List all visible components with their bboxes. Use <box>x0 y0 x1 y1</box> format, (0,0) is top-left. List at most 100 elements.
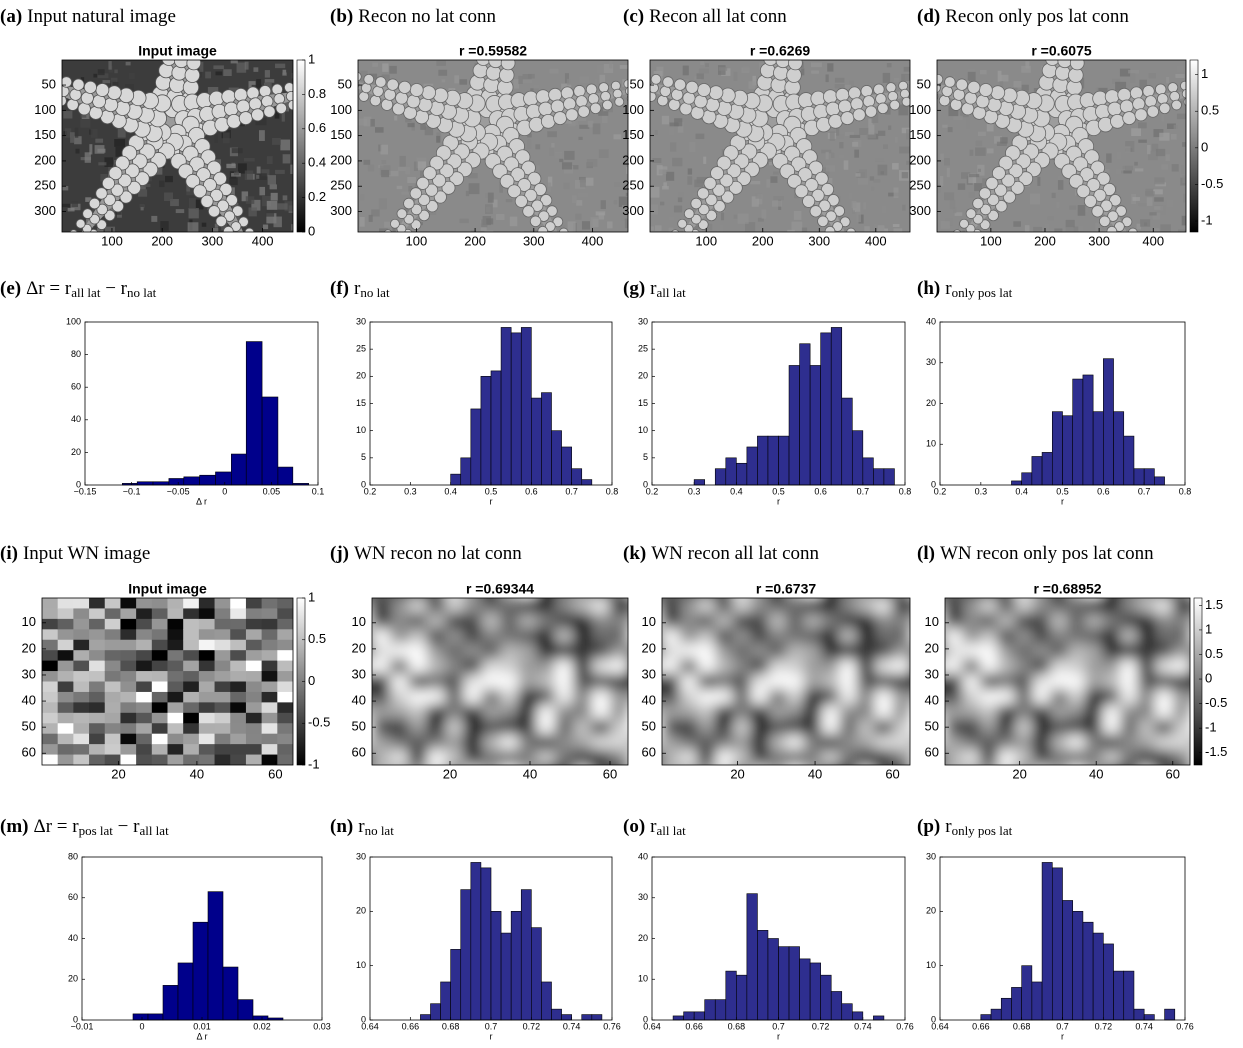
y-tick-label: 40 <box>68 933 78 943</box>
x-tick-label: −0.1 <box>123 486 141 496</box>
panel-label: (m) <box>0 816 28 837</box>
bar <box>1103 944 1113 1020</box>
bar <box>1103 359 1113 485</box>
bar <box>491 371 501 485</box>
x-axis-label: r <box>777 496 780 506</box>
y-tick-label: 100 <box>66 316 81 326</box>
bar <box>511 911 521 1020</box>
panel-label: (h) <box>917 278 940 299</box>
bar <box>715 1000 726 1020</box>
x-tick-label: 0.01 <box>193 1021 211 1031</box>
x-tick-label: 0.3 <box>688 486 701 496</box>
x-tick-label: 200 <box>1034 233 1056 248</box>
bar <box>873 1016 884 1020</box>
heading-part: − r <box>113 816 140 837</box>
x-tick-label: 60 <box>1166 766 1180 781</box>
x-tick-label: 300 <box>1088 233 1110 248</box>
heading-part: − r <box>100 278 127 299</box>
bar <box>582 1015 592 1020</box>
panel-heading: (k)WN recon all lat conn <box>623 543 819 564</box>
x-tick-label: 0.66 <box>972 1021 990 1031</box>
bar <box>810 963 821 1020</box>
panel-heading: (o)rall lat <box>623 816 686 838</box>
colorbar-tick-label: 1.5 <box>1205 597 1223 612</box>
bar <box>757 436 768 485</box>
bar <box>831 327 842 485</box>
bar <box>694 480 705 485</box>
y-tick-label: 60 <box>352 745 366 760</box>
bar <box>1083 375 1093 485</box>
y-tick-label: 10 <box>22 614 36 629</box>
bar <box>471 409 481 485</box>
x-tick-label: 0.3 <box>404 486 417 496</box>
y-tick-label: 15 <box>356 398 366 408</box>
bar <box>246 342 262 485</box>
y-tick-label: 60 <box>68 892 78 902</box>
y-tick-label: 300 <box>622 203 644 218</box>
panel-label: (e) <box>0 278 21 299</box>
panel-label: (p) <box>917 816 940 837</box>
y-tick-label: 250 <box>34 178 56 193</box>
y-tick-label: 100 <box>909 102 931 117</box>
y-tick-label: 50 <box>917 76 931 91</box>
x-axis-label: r <box>490 496 493 506</box>
heading-part: pos lat <box>79 823 114 838</box>
colorbar-tick-label: 0.5 <box>1205 646 1223 661</box>
x-tick-label: 0.8 <box>606 486 619 496</box>
y-tick-label: 250 <box>330 178 352 193</box>
bar <box>223 967 238 1020</box>
y-tick-label: 40 <box>926 316 936 326</box>
y-tick-label: 20 <box>638 933 648 943</box>
bar <box>461 890 471 1020</box>
panel-heading: (p)ronly pos lat <box>917 816 1013 838</box>
y-tick-label: 200 <box>34 152 56 167</box>
heading-part: only pos lat <box>952 823 1013 838</box>
y-tick-label: 20 <box>356 906 366 916</box>
bar <box>779 947 790 1020</box>
x-tick-label: 0.4 <box>1015 486 1028 496</box>
bar <box>491 911 501 1020</box>
y-tick-label: 150 <box>34 127 56 142</box>
x-axis-label: r <box>490 1031 493 1041</box>
bar <box>736 975 747 1020</box>
bar <box>1144 469 1154 485</box>
x-tick-label: 0.5 <box>772 486 785 496</box>
y-tick-label: 30 <box>22 666 36 681</box>
bar <box>1052 868 1062 1020</box>
panel-heading: (e)Δr = rall lat − rno lat <box>0 278 157 300</box>
bar <box>852 1012 863 1020</box>
bar <box>821 975 832 1020</box>
plot-title: Input image <box>128 581 207 597</box>
bar <box>541 393 551 485</box>
bar <box>541 982 551 1020</box>
panel-heading: (a)Input natural image <box>0 6 176 27</box>
x-tick-label: 0.76 <box>896 1021 914 1031</box>
bar <box>673 1016 684 1020</box>
panel-heading: (i)Input WN image <box>0 543 150 564</box>
y-tick-label: 0 <box>361 479 366 489</box>
bar <box>1001 998 1011 1020</box>
bar <box>1022 966 1032 1020</box>
bar <box>1032 456 1042 485</box>
colorbar-tick-label: 0.8 <box>308 86 326 101</box>
x-tick-label: 0.74 <box>563 1021 581 1031</box>
bar <box>1042 862 1052 1020</box>
bar <box>1011 987 1021 1020</box>
panel-heading: (h)ronly pos lat <box>917 278 1013 300</box>
heading-part: no lat <box>127 285 157 300</box>
x-tick-label: 40 <box>190 766 204 781</box>
bar <box>511 333 521 485</box>
x-tick-label: 400 <box>252 233 274 248</box>
heading-part: all lat <box>71 285 101 300</box>
plot-title: r =0.6075 <box>1031 43 1092 59</box>
heading-part: Input natural image <box>27 6 176 27</box>
y-tick-label: 40 <box>642 693 656 708</box>
panel-label: (k) <box>623 543 646 564</box>
plot-title: r =0.69344 <box>466 581 534 597</box>
bar <box>1124 971 1134 1020</box>
colorbar-tick-label: 0.6 <box>308 120 326 135</box>
panel-heading: (b)Recon no lat conn <box>330 6 496 27</box>
bar <box>736 463 747 485</box>
x-tick-label: 0.02 <box>253 1021 271 1031</box>
bar <box>253 1016 268 1020</box>
